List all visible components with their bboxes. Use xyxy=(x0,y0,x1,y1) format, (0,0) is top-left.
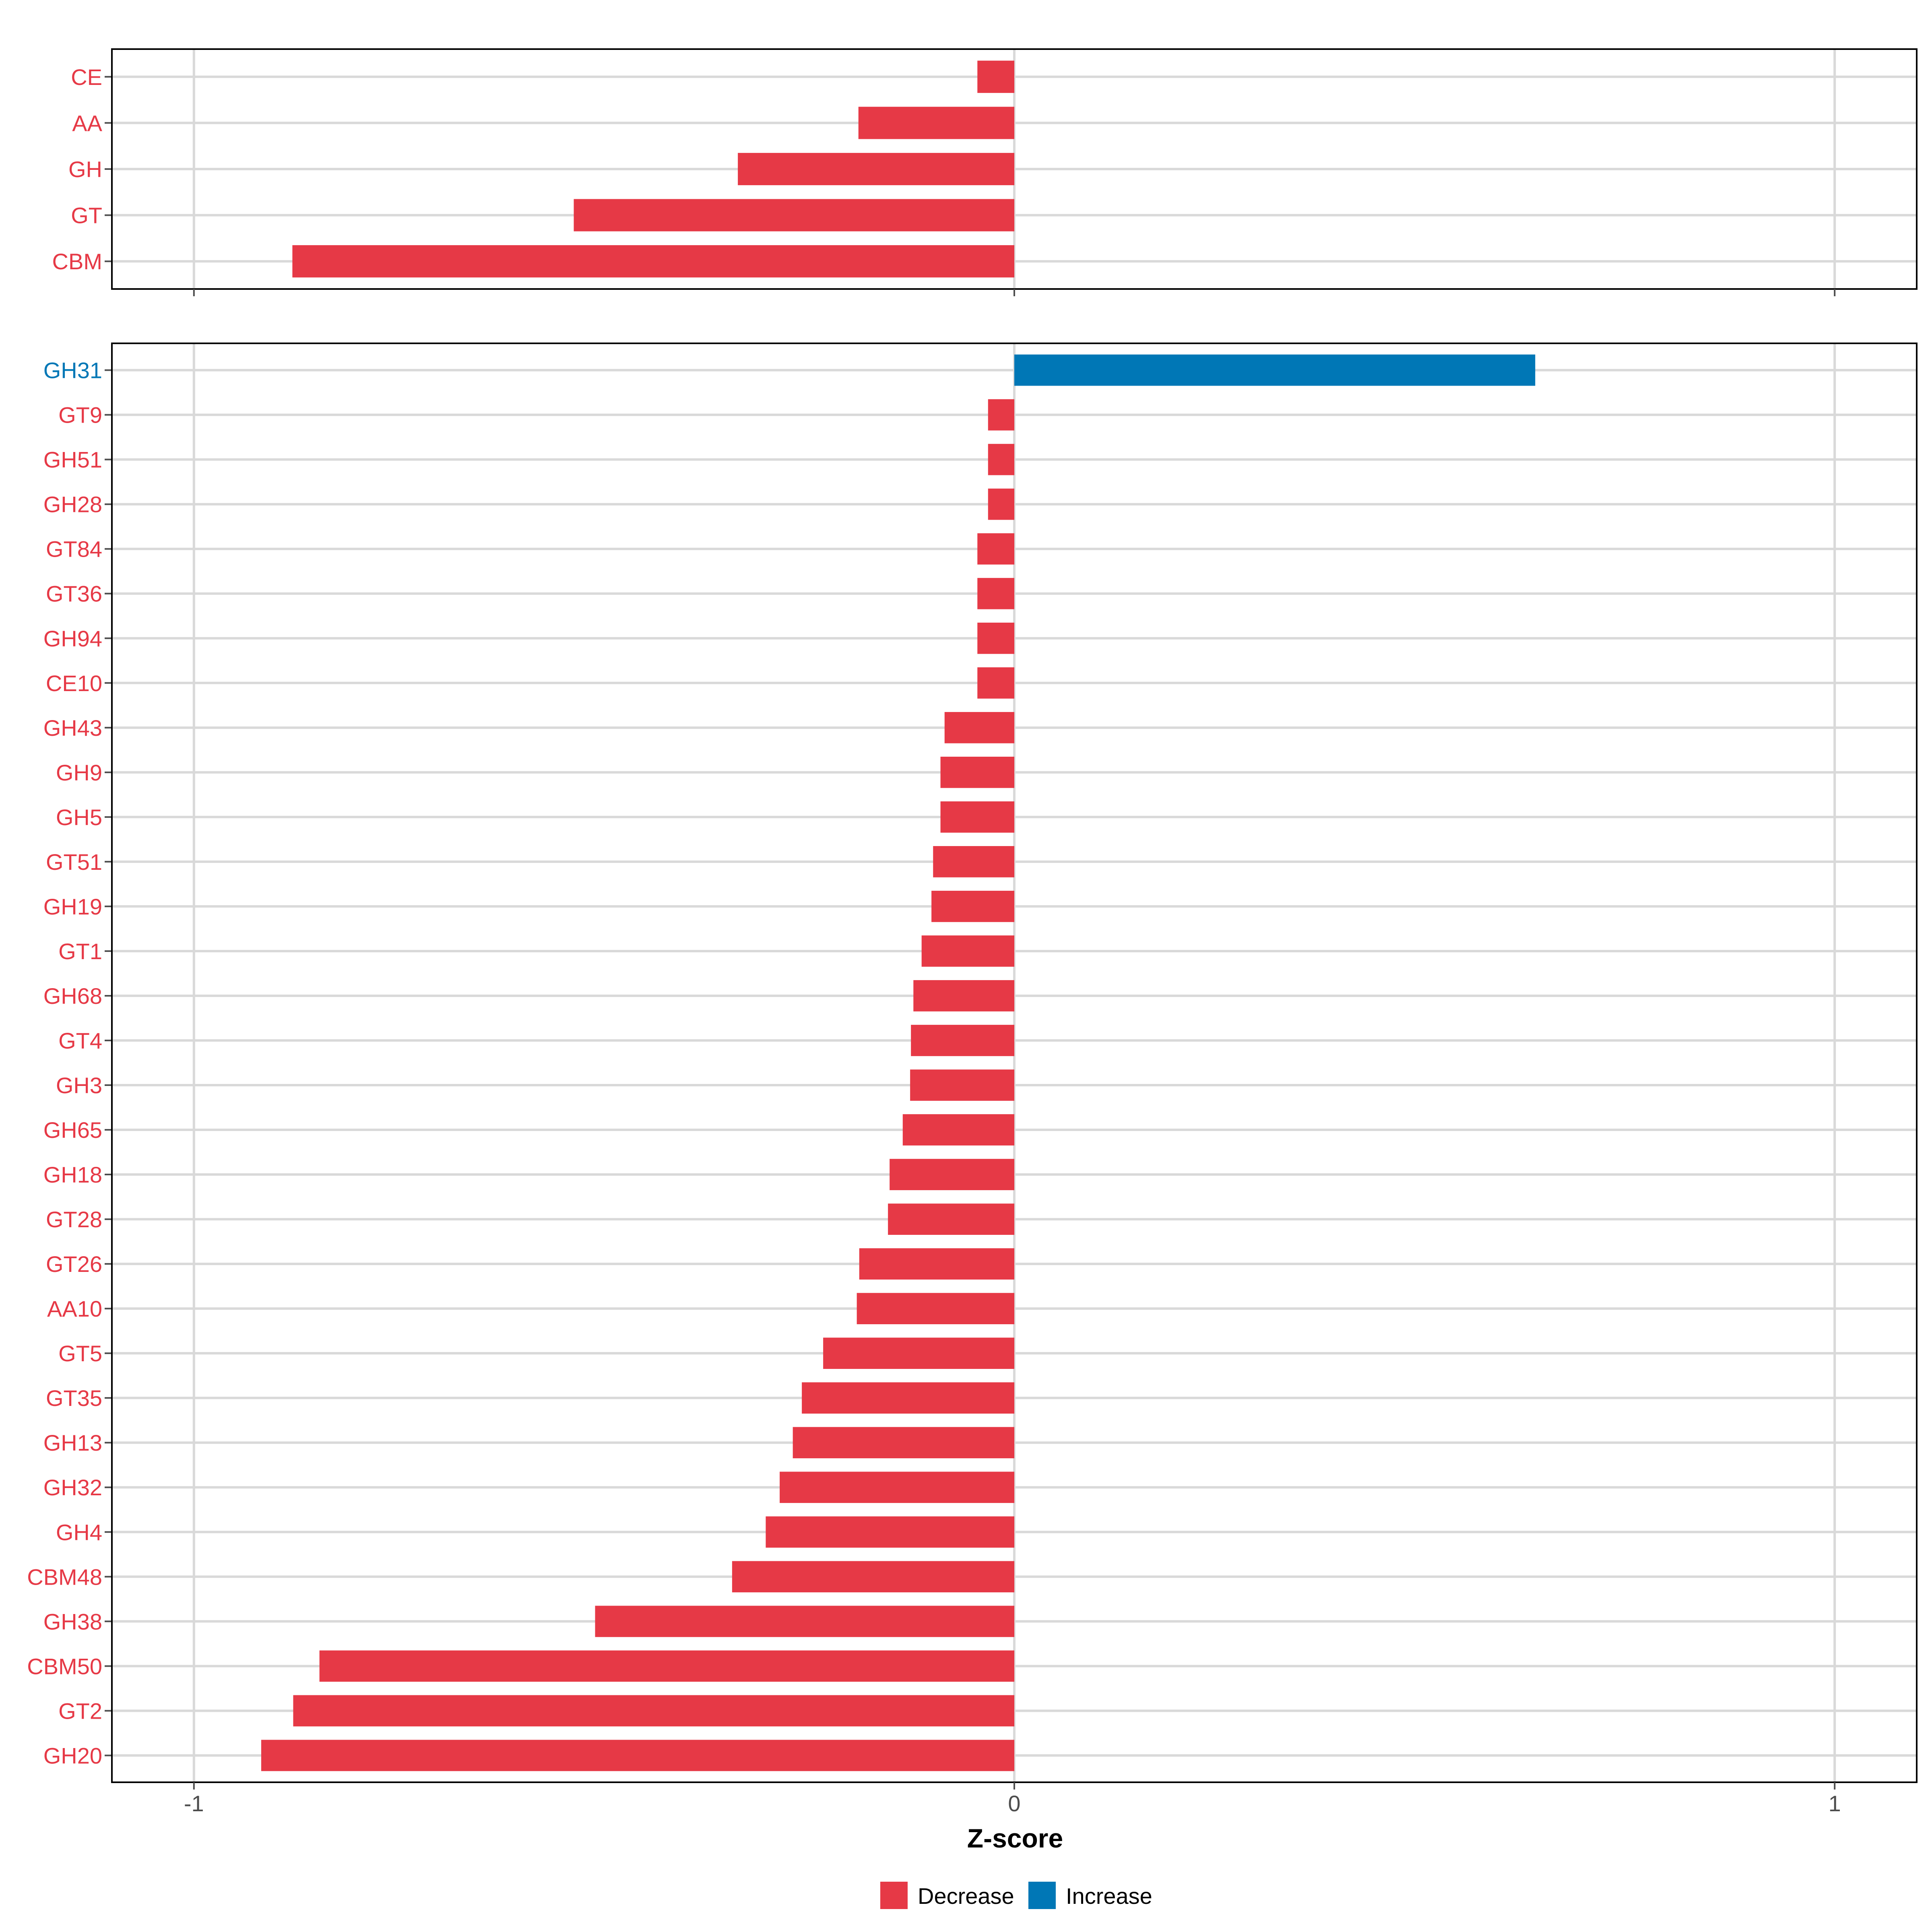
bottom-bar-cbm48 xyxy=(732,1561,1014,1593)
bottom-bar-gh31 xyxy=(1014,354,1536,386)
bottom-bar-aa10 xyxy=(857,1293,1014,1324)
bottom-bar-ce10 xyxy=(977,667,1014,699)
bottom-bar-gh3 xyxy=(910,1069,1014,1101)
bottom-bar-gh32 xyxy=(780,1472,1014,1503)
bottom-bar-gh68 xyxy=(913,980,1014,1011)
bottom-ylabel-gh51: GH51 xyxy=(43,447,102,473)
bottom-ylabel-gh19: GH19 xyxy=(43,894,102,919)
bottom-bar-gt9 xyxy=(988,399,1014,431)
bottom-bar-gh19 xyxy=(931,891,1014,922)
bottom-bar-gt84 xyxy=(977,533,1014,565)
bottom-ylabel-gh38: GH38 xyxy=(43,1609,102,1634)
top-panel: CE AA GH GT CBM xyxy=(52,48,1918,296)
bottom-ylabel-ce10: CE10 xyxy=(46,671,102,696)
top-bar-cbm xyxy=(292,245,1014,278)
x-tick-label-1: 0 xyxy=(1008,1791,1020,1816)
bottom-ylabel-gt36: GT36 xyxy=(46,581,102,607)
bottom-bar-gh13 xyxy=(793,1427,1014,1459)
top-bar-gh xyxy=(738,153,1014,186)
bottom-ylabel-gt26: GT26 xyxy=(46,1251,102,1277)
top-bar-gt xyxy=(574,199,1014,231)
bottom-ylabel-aa10: AA10 xyxy=(47,1296,102,1321)
legend-label-decrease: Decrease xyxy=(918,1883,1014,1909)
bottom-ylabel-gt28: GT28 xyxy=(46,1207,102,1232)
bottom-bar-gh38 xyxy=(595,1606,1014,1637)
top-ylabel-gh: GH xyxy=(68,157,102,182)
bottom-bar-gt1 xyxy=(921,935,1014,967)
bottom-ylabel-gt1: GT1 xyxy=(58,939,102,964)
bottom-ylabel-gh94: GH94 xyxy=(43,626,102,651)
bottom-ylabel-gh4: GH4 xyxy=(56,1519,102,1545)
bottom-bar-gt36 xyxy=(977,578,1014,609)
bottom-ylabel-cbm50: CBM50 xyxy=(27,1653,102,1679)
legend-swatch-increase xyxy=(1028,1882,1056,1909)
x-tick-label-0: -1 xyxy=(184,1791,204,1816)
bottom-ylabel-gh43: GH43 xyxy=(43,715,102,741)
bottom-ylabel-gh68: GH68 xyxy=(43,983,102,1009)
bottom-bar-gt2 xyxy=(293,1695,1014,1727)
bottom-bar-gt26 xyxy=(859,1248,1014,1280)
bottom-bar-gt4 xyxy=(911,1025,1014,1056)
bottom-bar-gt51 xyxy=(933,846,1014,877)
bottom-ylabel-gh20: GH20 xyxy=(43,1743,102,1768)
bottom-bar-gh43 xyxy=(944,712,1014,743)
bottom-ylabel-gt9: GT9 xyxy=(58,402,102,428)
bottom-ylabel-gt4: GT4 xyxy=(58,1028,102,1053)
x-axis: -1 0 1 xyxy=(184,1791,1841,1816)
bottom-ylabel-gt35: GT35 xyxy=(46,1385,102,1411)
bottom-ylabel-gh13: GH13 xyxy=(43,1430,102,1455)
legend-swatch-decrease xyxy=(880,1882,908,1909)
bottom-ylabel-gt2: GT2 xyxy=(58,1698,102,1724)
legend: Decrease Increase xyxy=(880,1882,1152,1909)
bottom-bar-gh5 xyxy=(940,801,1014,833)
bottom-bar-gt35 xyxy=(802,1382,1014,1414)
bottom-ylabel-gt84: GT84 xyxy=(46,537,102,562)
top-ylabel-cbm: CBM xyxy=(52,249,102,274)
x-axis-title: Z-score xyxy=(967,1823,1063,1853)
bottom-panel: GH31 GT9 GH51 GH28 GT84 GT36 GH94 CE10 GH43 GH9 GH… xyxy=(27,343,1918,1790)
top-ylabel-ce: CE xyxy=(71,64,102,90)
bottom-bar-gh28 xyxy=(988,488,1014,520)
bottom-bar-cbm50 xyxy=(319,1650,1015,1682)
bottom-bar-gh18 xyxy=(890,1159,1014,1190)
bottom-bar-gt28 xyxy=(888,1203,1014,1235)
top-ylabel-gt: GT xyxy=(71,203,102,228)
bottom-bar-gt5 xyxy=(823,1338,1014,1369)
bottom-bar-gh20 xyxy=(261,1740,1014,1771)
bottom-bar-gh65 xyxy=(902,1114,1014,1146)
bottom-ylabel-gh9: GH9 xyxy=(56,760,102,785)
bottom-ylabel-gh3: GH3 xyxy=(56,1073,102,1098)
x-tick-label-2: 1 xyxy=(1829,1791,1841,1816)
bottom-ylabel-cbm48: CBM48 xyxy=(27,1564,102,1589)
bottom-bar-gh94 xyxy=(977,622,1014,654)
top-ylabel-aa: AA xyxy=(72,110,102,136)
bottom-ylabel-gt5: GT5 xyxy=(58,1341,102,1366)
bottom-bar-gh4 xyxy=(766,1516,1014,1548)
bottom-ylabel-gh31: GH31 xyxy=(43,358,102,383)
bottom-ylabel-gh5: GH5 xyxy=(56,805,102,830)
bottom-bar-gh51 xyxy=(988,444,1014,475)
bottom-bar-gh9 xyxy=(940,756,1014,788)
top-bar-aa xyxy=(858,107,1014,139)
top-bar-ce xyxy=(977,60,1014,93)
bottom-ylabel-gh65: GH65 xyxy=(43,1117,102,1143)
bottom-ylabel-gt51: GT51 xyxy=(46,849,102,875)
bottom-ylabel-gh28: GH28 xyxy=(43,492,102,517)
bottom-ylabel-gh32: GH32 xyxy=(43,1475,102,1500)
legend-label-increase: Increase xyxy=(1066,1883,1152,1909)
bottom-ylabel-gh18: GH18 xyxy=(43,1162,102,1187)
